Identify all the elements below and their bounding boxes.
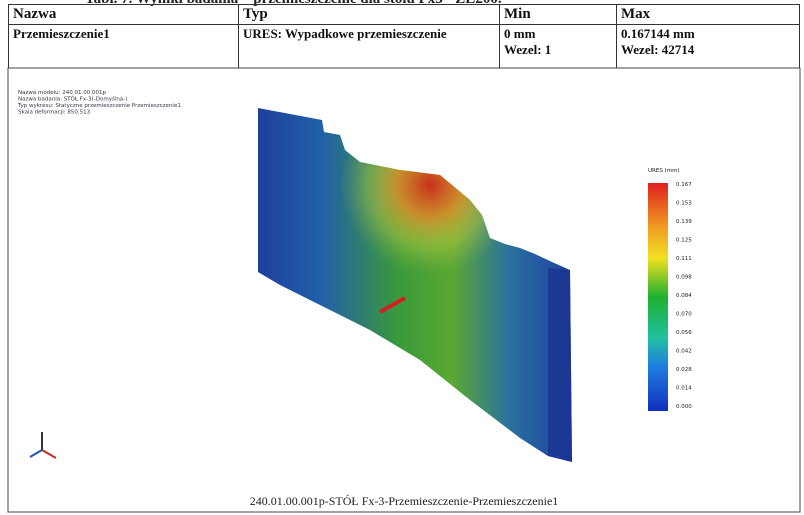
model-info: Typ wykresu: Statyczne przemieszczenie P… [17, 103, 181, 109]
legend-label: 0.153 [676, 201, 692, 207]
legend-label: 0.125 [676, 238, 692, 244]
part-edge [548, 268, 572, 462]
legend-title: URES (mm) [648, 168, 680, 174]
legend-label: 0.139 [676, 219, 692, 225]
color-legend-bar [648, 183, 668, 411]
legend-label: 0.111 [676, 256, 692, 262]
legend-label: 0.042 [676, 349, 692, 355]
legend-label: 0.167 [676, 182, 692, 188]
legend-label: 0.056 [676, 330, 692, 336]
legend-label: 0.098 [676, 275, 692, 281]
page: Tabl. 7. Wyniki badania – przemieszczeni… [0, 0, 804, 515]
model-info: Skala deformacji: 850.513 [18, 110, 91, 116]
legend-label: 0.084 [676, 293, 692, 299]
legend-label: 0.070 [676, 312, 692, 318]
result-plot: URES (mm) 240.01.00.001p-STÓŁ Fx-3-Przem… [0, 0, 804, 515]
model-info: Nazwa badania: STÓŁ Fx-3(-Domyślna-) [18, 96, 127, 103]
legend-label: 0.014 [676, 386, 692, 392]
legend-label: 0.028 [676, 367, 692, 373]
plot-caption: 240.01.00.001p-STÓŁ Fx-3-Przemieszczenie… [250, 494, 559, 508]
model-info: Nazwa modelu: 240.01.00.001p [18, 90, 106, 96]
legend-label: 0.000 [676, 404, 692, 410]
